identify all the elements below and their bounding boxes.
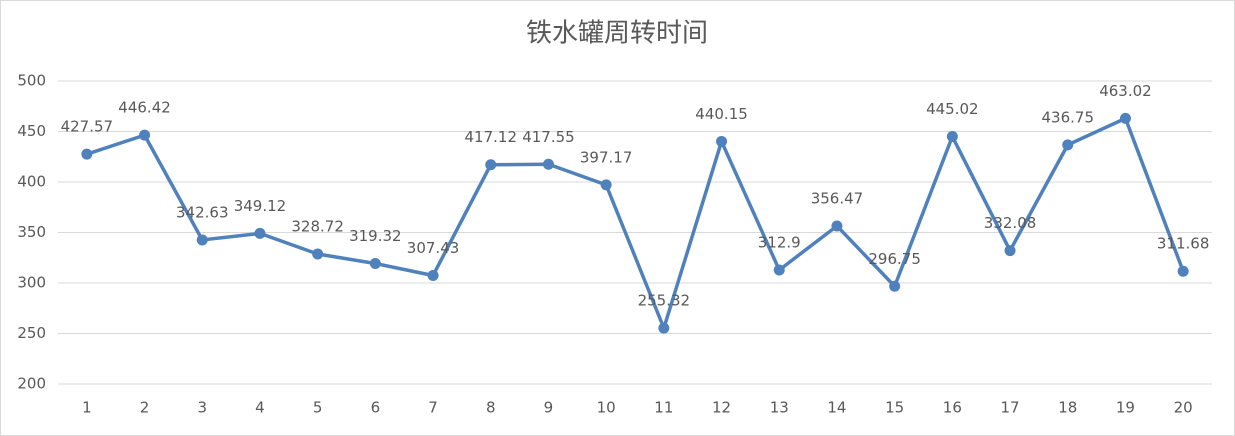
data-label: 436.75 bbox=[1042, 108, 1095, 126]
data-point bbox=[196, 234, 208, 246]
data-label: 397.17 bbox=[580, 148, 633, 166]
data-point bbox=[773, 264, 785, 276]
data-label: 417.55 bbox=[522, 128, 575, 146]
y-tick-label: 450 bbox=[17, 122, 46, 140]
data-label: 427.57 bbox=[61, 118, 114, 136]
data-point bbox=[81, 148, 93, 160]
x-tick-label: 13 bbox=[770, 399, 789, 417]
data-point bbox=[427, 269, 439, 281]
data-label: 307.43 bbox=[407, 239, 460, 257]
data-label: 446.42 bbox=[118, 99, 171, 117]
x-tick-label: 5 bbox=[313, 399, 323, 417]
data-point bbox=[254, 227, 266, 239]
data-label: 356.47 bbox=[811, 189, 864, 207]
data-label: 349.12 bbox=[234, 197, 287, 215]
x-tick-label: 10 bbox=[597, 399, 616, 417]
data-point bbox=[658, 322, 670, 334]
data-label: 255.32 bbox=[638, 292, 691, 310]
x-tick-label: 6 bbox=[371, 399, 381, 417]
data-point bbox=[716, 135, 728, 147]
data-point bbox=[831, 220, 843, 232]
data-point bbox=[312, 248, 324, 260]
data-point bbox=[139, 129, 151, 141]
x-tick-label: 1 bbox=[82, 399, 92, 417]
y-tick-label: 250 bbox=[17, 324, 46, 342]
x-tick-label: 16 bbox=[943, 399, 962, 417]
data-label: 296.75 bbox=[868, 250, 921, 268]
x-tick-label: 7 bbox=[428, 399, 438, 417]
chart-title: 铁水罐周转时间 bbox=[526, 19, 708, 49]
x-tick-label: 18 bbox=[1058, 399, 1077, 417]
data-label: 445.02 bbox=[926, 100, 979, 118]
data-point bbox=[600, 179, 612, 191]
data-point bbox=[369, 257, 381, 269]
x-tick-label: 20 bbox=[1174, 399, 1193, 417]
data-label: 342.63 bbox=[176, 203, 229, 221]
data-point bbox=[946, 131, 958, 143]
data-point bbox=[1177, 265, 1189, 277]
data-label: 311.68 bbox=[1157, 235, 1210, 253]
y-tick-label: 350 bbox=[17, 223, 46, 241]
x-tick-label: 15 bbox=[885, 399, 904, 417]
data-label: 440.15 bbox=[695, 105, 748, 123]
x-tick-label: 4 bbox=[255, 399, 265, 417]
data-label: 312.9 bbox=[758, 233, 801, 251]
data-point bbox=[889, 280, 901, 292]
y-tick-label: 400 bbox=[17, 173, 46, 191]
data-label: 319.32 bbox=[349, 227, 402, 245]
x-tick-label: 8 bbox=[486, 399, 496, 417]
x-tick-label: 17 bbox=[1001, 399, 1020, 417]
data-point bbox=[1004, 245, 1016, 257]
data-line bbox=[86, 116, 1185, 330]
y-tick-label: 500 bbox=[17, 72, 46, 90]
data-label: 328.72 bbox=[291, 217, 344, 235]
y-tick-label: 200 bbox=[17, 375, 46, 393]
x-tick-label: 3 bbox=[197, 399, 207, 417]
x-tick-label: 19 bbox=[1116, 399, 1135, 417]
x-tick-label: 2 bbox=[140, 399, 150, 417]
data-point bbox=[1062, 139, 1074, 151]
x-tick-label: 12 bbox=[712, 399, 731, 417]
data-point bbox=[1119, 112, 1131, 124]
x-tick-label: 9 bbox=[544, 399, 554, 417]
x-tick-label: 14 bbox=[827, 399, 846, 417]
data-label: 332.08 bbox=[984, 214, 1037, 232]
data-point bbox=[485, 159, 497, 171]
data-point bbox=[542, 158, 554, 170]
data-label: 417.12 bbox=[465, 128, 518, 146]
y-tick-label: 300 bbox=[17, 274, 46, 292]
data-label: 463.02 bbox=[1099, 82, 1152, 100]
x-tick-label: 11 bbox=[654, 399, 673, 417]
